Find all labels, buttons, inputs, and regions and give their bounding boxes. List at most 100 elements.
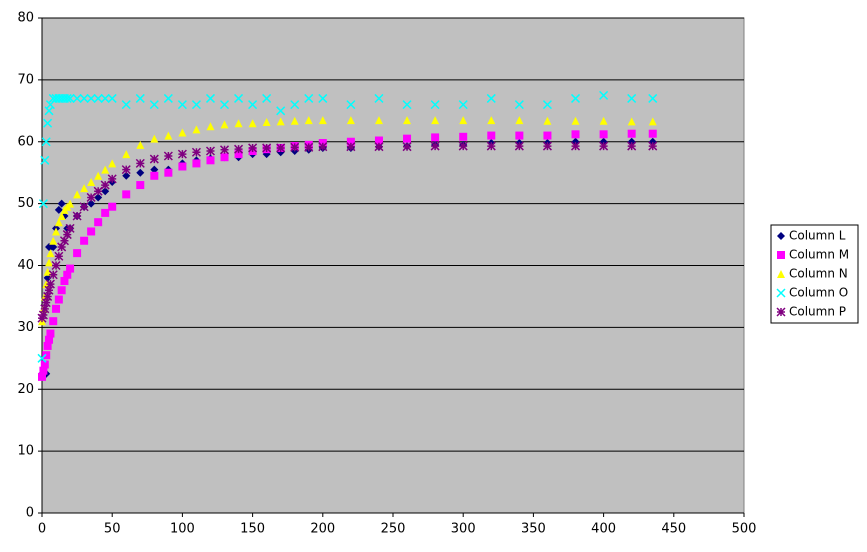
point [458, 141, 468, 151]
point [43, 341, 52, 350]
y-tick-label: 40 [17, 258, 34, 273]
point [220, 120, 229, 129]
point [648, 93, 658, 103]
point [100, 93, 110, 103]
point [37, 353, 47, 363]
point [101, 208, 110, 217]
point [248, 143, 258, 153]
point [304, 116, 313, 125]
point [39, 366, 48, 375]
point [80, 184, 89, 193]
point [262, 117, 271, 126]
point [599, 90, 609, 100]
legend-marker [777, 251, 785, 259]
point [262, 93, 272, 103]
legend-box [770, 224, 859, 324]
point [107, 93, 117, 103]
point [486, 93, 496, 103]
point [100, 180, 110, 190]
point [43, 273, 52, 282]
point [515, 116, 524, 125]
point [54, 205, 63, 214]
point [86, 192, 96, 202]
point [135, 93, 145, 103]
y-tick-label: 70 [17, 72, 34, 87]
point [374, 136, 383, 145]
x-tick-label: 400 [591, 522, 616, 537]
legend-marker [777, 232, 785, 240]
point [163, 151, 173, 161]
point [403, 134, 412, 143]
point [79, 202, 89, 212]
point [571, 116, 580, 125]
y-tick-label: 30 [17, 320, 34, 335]
legend-label: Column P [789, 305, 846, 319]
point [43, 267, 52, 276]
point [178, 128, 187, 137]
point [48, 270, 58, 280]
point [262, 143, 272, 153]
point [59, 236, 69, 246]
point [121, 100, 131, 110]
point [374, 116, 383, 125]
point [514, 141, 524, 151]
point [38, 372, 46, 381]
point [54, 218, 63, 227]
point [290, 100, 300, 110]
point [136, 168, 145, 177]
point [205, 146, 216, 156]
point [402, 142, 412, 152]
point [62, 230, 72, 240]
x-tick-label: 350 [521, 522, 546, 537]
point [73, 249, 82, 258]
x-tick-label: 150 [240, 522, 265, 537]
point [248, 100, 258, 110]
point [486, 141, 496, 151]
point [205, 93, 216, 103]
legend-label: Column L [789, 229, 846, 243]
point [46, 249, 55, 258]
point [487, 131, 496, 140]
point [627, 93, 637, 103]
point [648, 141, 658, 151]
point [346, 116, 355, 125]
point [458, 100, 468, 110]
point [290, 142, 300, 152]
point [515, 131, 524, 140]
point [276, 117, 285, 126]
point [192, 125, 201, 134]
point [136, 140, 145, 149]
point [648, 117, 657, 126]
point [459, 132, 468, 141]
point [542, 100, 552, 110]
point [93, 93, 103, 103]
legend-label: Column O [789, 286, 848, 300]
point [543, 131, 552, 140]
point [94, 218, 103, 227]
point [402, 100, 412, 110]
point [60, 276, 69, 285]
point [164, 168, 173, 177]
x-tick-label: 450 [661, 522, 686, 537]
y-tick-label: 60 [17, 134, 34, 149]
point [248, 119, 257, 128]
point [65, 93, 75, 103]
point [304, 93, 314, 103]
point [304, 142, 314, 152]
point [571, 130, 580, 139]
point [570, 93, 581, 103]
point [40, 304, 50, 314]
x-tick-label: 300 [451, 522, 476, 537]
point [65, 223, 75, 233]
point [318, 142, 328, 152]
point [43, 291, 53, 301]
legend-label: Column N [789, 267, 848, 281]
point [206, 156, 215, 165]
point [41, 298, 51, 308]
x-tick-label: 250 [381, 522, 406, 537]
point [108, 202, 117, 211]
point [191, 147, 201, 157]
point [430, 141, 440, 151]
point [57, 212, 66, 220]
